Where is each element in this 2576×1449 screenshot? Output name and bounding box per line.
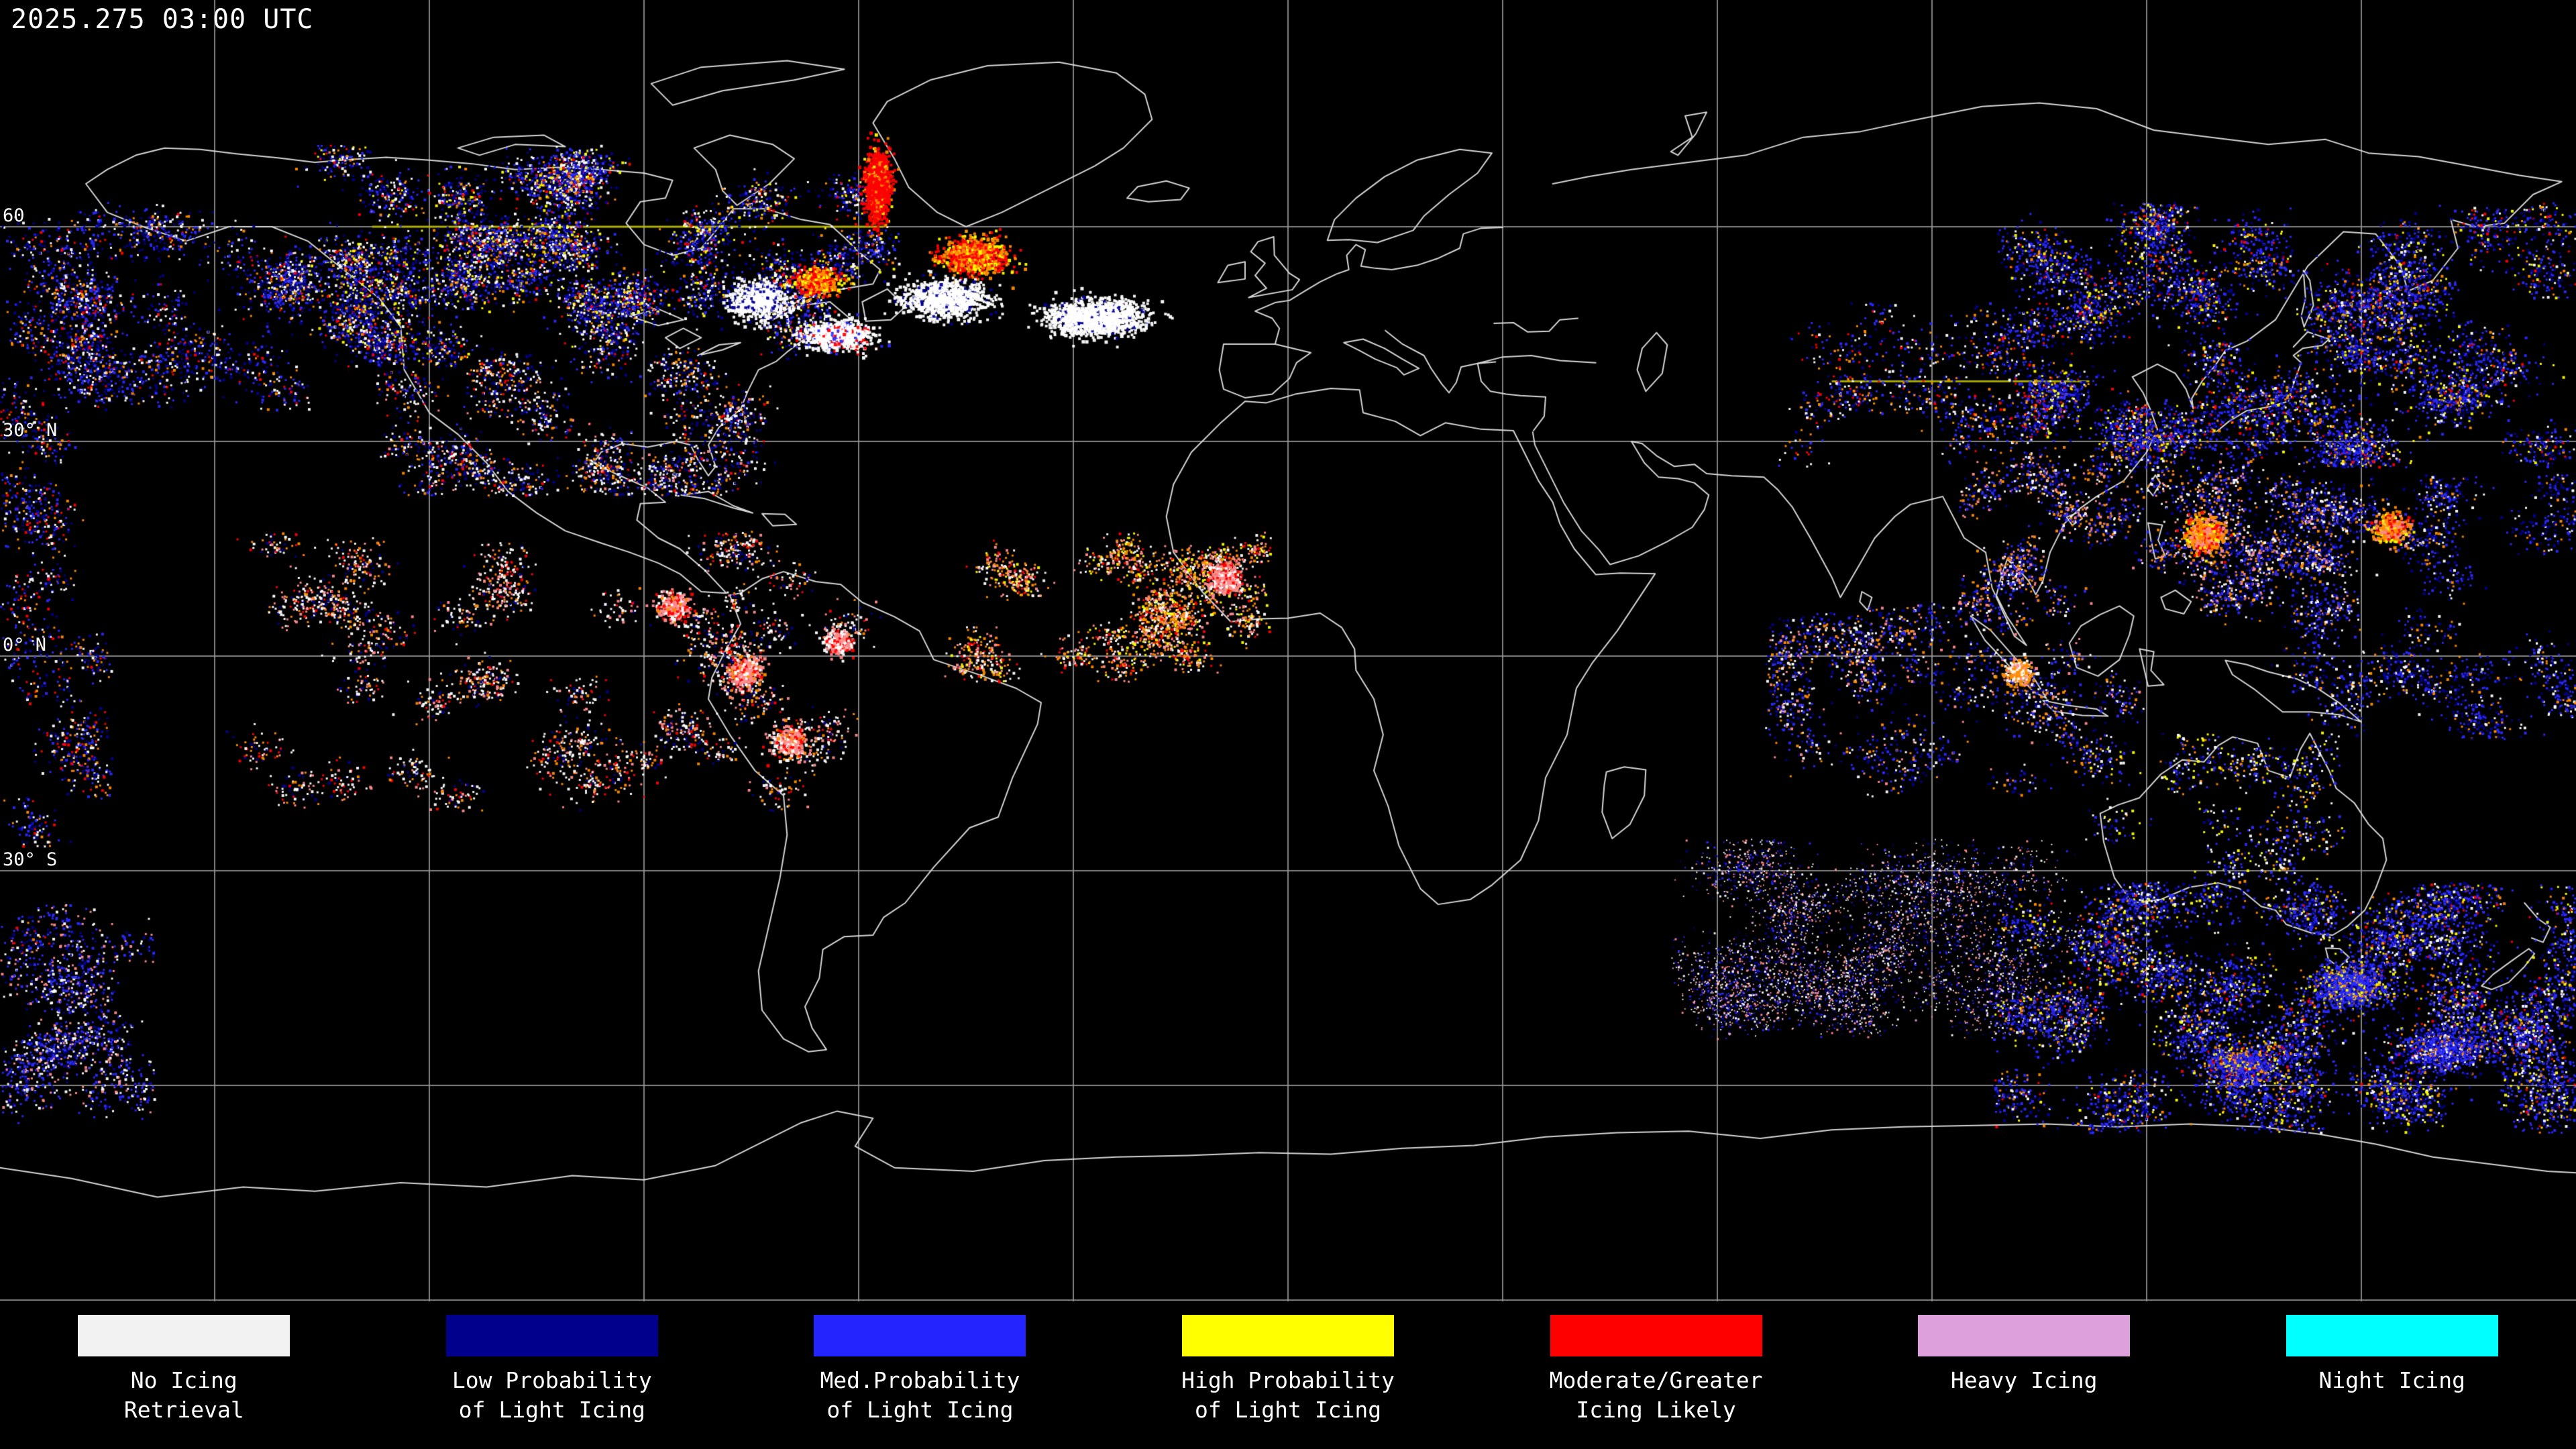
legend-label-heavy-icing: Heavy Icing — [1950, 1367, 2098, 1393]
lat-label-30s: 30° S — [3, 849, 58, 870]
legend-label-med-prob-light-icing: Med.Probability of Light Icing — [820, 1367, 1020, 1423]
legend-swatch-low-prob-light-icing — [445, 1315, 658, 1356]
legend-label-moderate-greater: Moderate/Greater Icing Likely — [1549, 1367, 1763, 1423]
legend-swatch-no-icing-retrieval — [78, 1315, 290, 1356]
legend-swatch-heavy-icing — [1918, 1315, 2131, 1356]
legend-swatch-moderate-greater — [1550, 1315, 1762, 1356]
legend-label-no-icing-retrieval: No Icing Retrieval — [123, 1367, 244, 1423]
legend-item-moderate-greater: Moderate/Greater Icing Likely — [1472, 1307, 1840, 1425]
legend-item-night-icing: Night Icing — [2208, 1307, 2576, 1425]
world-map-canvas — [0, 0, 2576, 1301]
legend-swatch-high-prob-light-icing — [1182, 1315, 1395, 1356]
lat-label-0n: 0° N — [3, 635, 47, 655]
legend-item-high-prob-light-icing: High Probability of Light Icing — [1104, 1307, 1472, 1425]
legend-swatch-med-prob-light-icing — [814, 1315, 1026, 1356]
legend-swatch-night-icing — [2286, 1315, 2498, 1356]
timestamp-label: 2025.275 03:00 UTC — [11, 4, 314, 35]
legend-item-low-prob-light-icing: Low Probability of Light Icing — [368, 1307, 737, 1425]
legend-item-heavy-icing: Heavy Icing — [1840, 1307, 2208, 1425]
legend-item-med-prob-light-icing: Med.Probability of Light Icing — [736, 1307, 1104, 1425]
legend-label-night-icing: Night Icing — [2318, 1367, 2466, 1393]
lat-label-60: 60 — [3, 205, 25, 226]
legend-label-low-prob-light-icing: Low Probability of Light Icing — [451, 1367, 652, 1423]
legend: No Icing Retrieval Low Probability of Light… — [0, 1307, 2576, 1425]
legend-item-no-icing-retrieval: No Icing Retrieval — [0, 1307, 368, 1425]
legend-label-high-prob-light-icing: High Probability of Light Icing — [1181, 1367, 1395, 1423]
lat-label-30n: 30° N — [3, 420, 58, 441]
